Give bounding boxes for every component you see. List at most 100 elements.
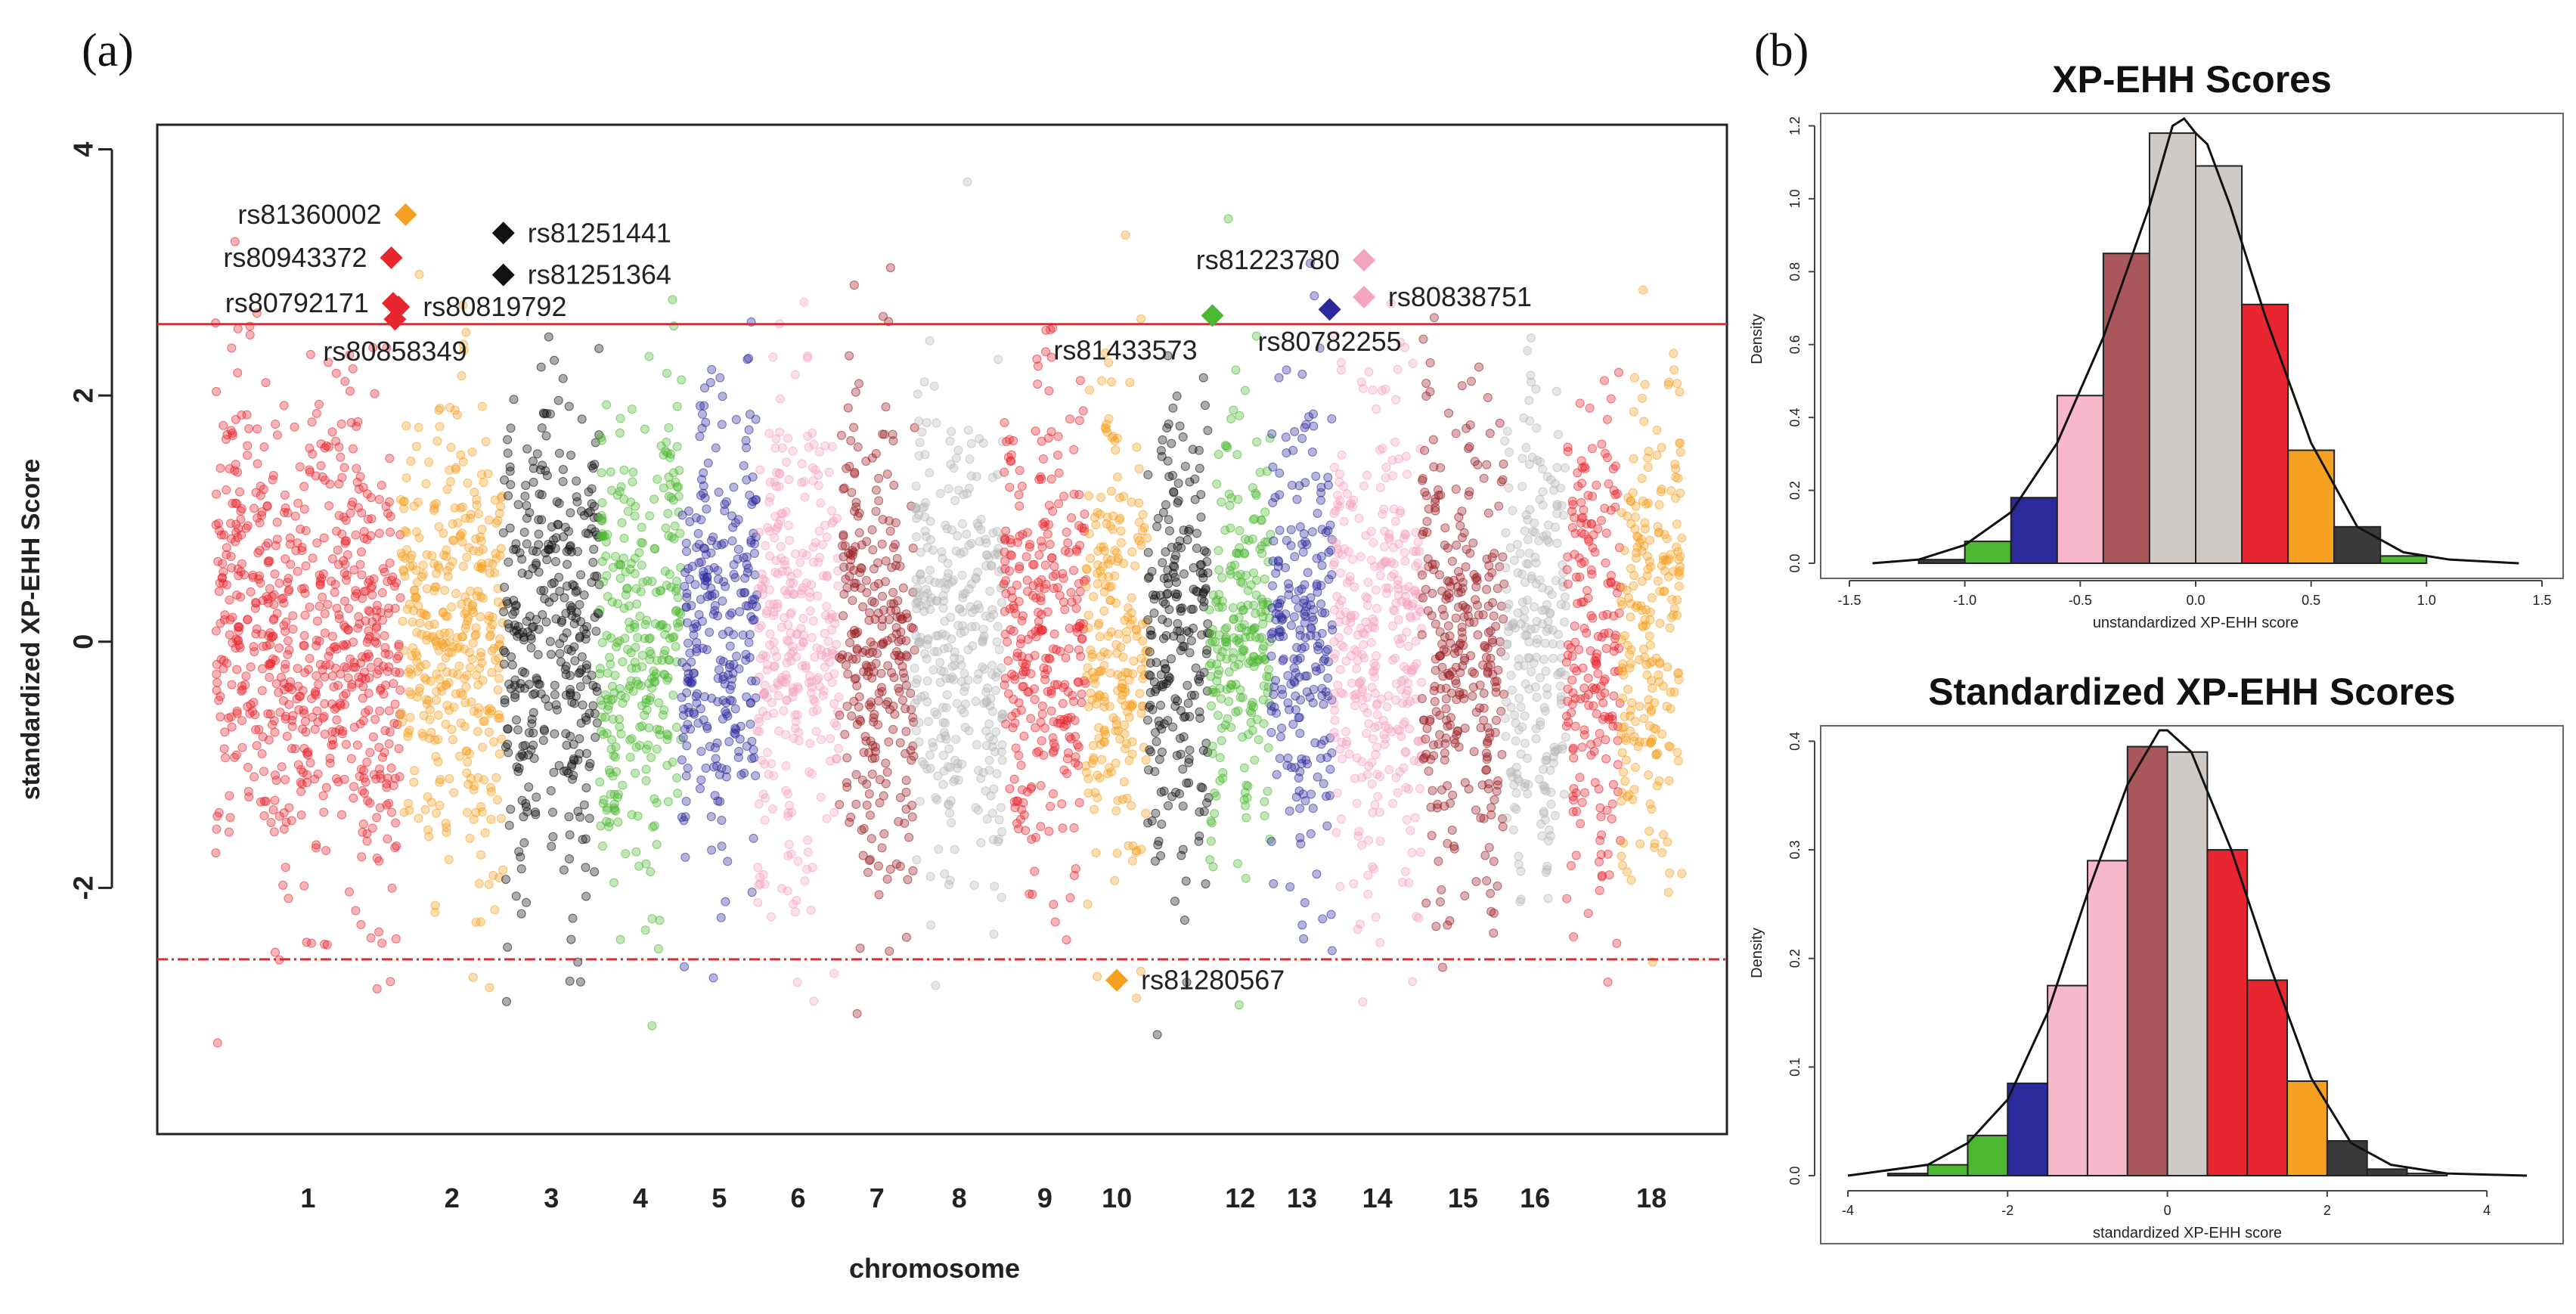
scatter-point	[399, 646, 409, 655]
scatter-point	[1207, 685, 1217, 695]
scatter-point	[1511, 736, 1520, 745]
scatter-point	[1400, 747, 1410, 757]
scatter-point	[707, 693, 717, 703]
scatter-point	[1197, 630, 1207, 640]
scatter-point	[1145, 630, 1155, 640]
scatter-point	[693, 528, 703, 538]
scatter-point	[845, 638, 855, 648]
scatter-point	[1420, 445, 1430, 455]
scatter-point	[781, 761, 791, 771]
scatter-point	[1108, 525, 1118, 535]
scatter-point	[1049, 629, 1059, 639]
scatter-point	[1048, 789, 1058, 798]
scatter-point	[336, 669, 346, 679]
scatter-point	[1418, 526, 1428, 536]
scatter-point	[1291, 594, 1300, 604]
scatter-point	[944, 800, 953, 810]
scatter-point	[436, 404, 445, 414]
scatter-point	[757, 755, 767, 765]
scatter-point	[347, 500, 357, 510]
scatter-point	[823, 637, 833, 646]
scatter-point	[776, 509, 786, 519]
scatter-point	[385, 454, 395, 463]
scatter-point	[1044, 500, 1054, 510]
scatter-point	[269, 827, 279, 837]
scatter-point	[1123, 603, 1133, 613]
scatter-point	[751, 771, 761, 781]
scatter-point	[236, 515, 246, 525]
scatter-point	[637, 522, 646, 532]
scatter-point	[784, 839, 794, 849]
scatter-point	[763, 659, 773, 669]
scatter-point	[1447, 556, 1457, 566]
scatter-point	[846, 812, 856, 822]
scatter-point	[1059, 491, 1068, 501]
scatter-point	[919, 377, 929, 387]
scatter-point	[1173, 479, 1183, 488]
scatter-point	[652, 798, 662, 807]
scatter-point	[1307, 789, 1316, 799]
scatter-point	[255, 546, 265, 556]
scatter-point	[1026, 783, 1036, 793]
scatter-point	[522, 539, 532, 549]
scatter-point	[1021, 552, 1031, 562]
scatter-point	[765, 493, 775, 503]
scatter-point	[227, 563, 237, 573]
scatter-point	[1538, 487, 1548, 497]
scatter-point	[1037, 709, 1047, 719]
scatter-point	[1371, 750, 1381, 760]
scatter-point	[1217, 724, 1227, 733]
scatter-point	[709, 762, 719, 772]
scatter-point	[979, 699, 989, 708]
scatter-point	[1200, 401, 1210, 411]
scatter-point	[1259, 681, 1269, 691]
scatter-point	[804, 677, 814, 687]
scatter-point	[296, 524, 305, 534]
scatter-point	[222, 550, 231, 559]
scatter-point	[271, 776, 281, 786]
scatter-point	[263, 538, 273, 548]
scatter-point	[1005, 604, 1015, 614]
scatter-point	[1206, 836, 1216, 846]
scatter-point	[701, 763, 711, 773]
scatter-point	[1259, 641, 1269, 651]
scatter-point	[1089, 674, 1099, 683]
scatter-point	[481, 437, 491, 447]
scatter-point	[364, 606, 374, 615]
scatter-point	[1226, 722, 1236, 732]
scatter-point	[1037, 701, 1047, 711]
scatter-point	[579, 800, 589, 810]
scatter-point	[974, 669, 984, 679]
scatter-point	[293, 498, 303, 508]
scatter-point	[637, 650, 647, 660]
scatter-point	[1356, 552, 1365, 562]
scatter-point	[219, 567, 228, 577]
scatter-point	[1515, 549, 1525, 559]
scatter-point	[662, 437, 671, 447]
scatter-point	[929, 381, 939, 391]
scatter-point	[316, 439, 326, 449]
scatter-point	[1469, 747, 1479, 757]
scatter-point	[398, 616, 408, 626]
scatter-point	[779, 706, 789, 716]
scatter-point	[1066, 712, 1076, 722]
scatter-point	[901, 636, 911, 646]
scatter-point	[1479, 688, 1489, 698]
scatter-point	[1190, 474, 1200, 484]
scatter-point	[1170, 572, 1180, 582]
scatter-point	[227, 680, 237, 690]
scatter-point	[1408, 977, 1418, 987]
scatter-point	[888, 724, 898, 734]
scatter-point	[389, 781, 398, 791]
scatter-point	[261, 378, 271, 388]
scatter-point	[1260, 811, 1269, 821]
scatter-point	[345, 350, 355, 360]
scatter-point	[256, 482, 265, 491]
scatter-point	[947, 818, 956, 828]
scatter-point	[829, 807, 839, 817]
scatter-point	[1493, 584, 1502, 593]
scatter-point	[526, 634, 536, 644]
scatter-point	[484, 727, 494, 737]
scatter-point	[1465, 442, 1474, 451]
scatter-point	[534, 540, 544, 550]
